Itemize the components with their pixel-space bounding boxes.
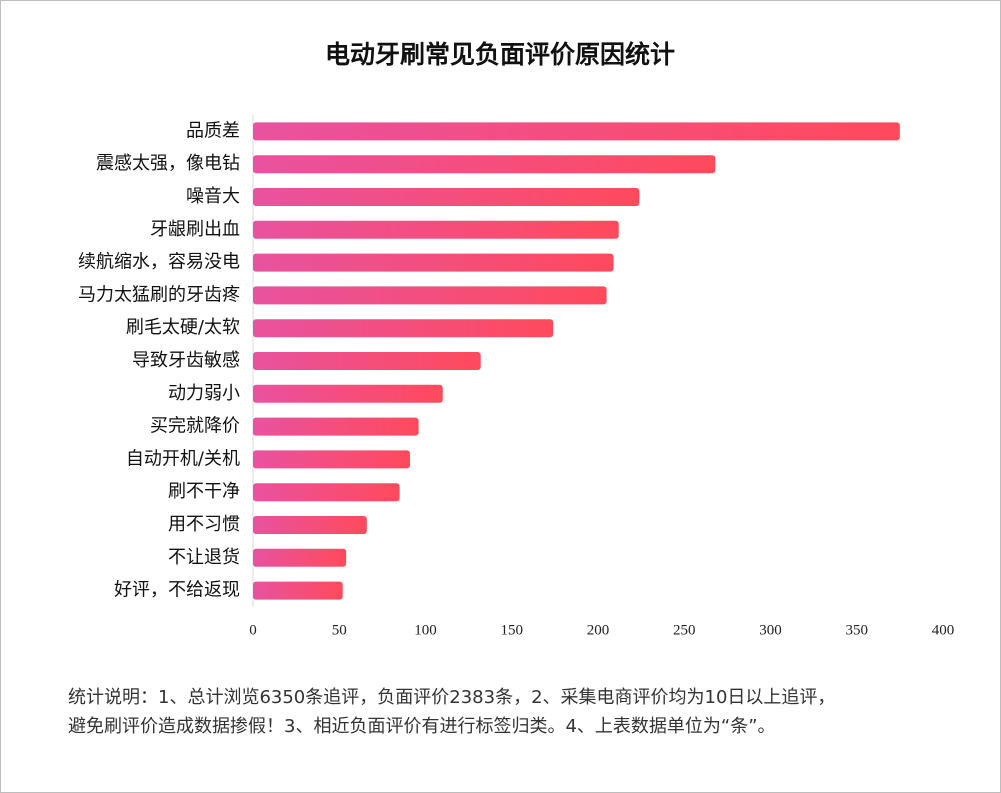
bar — [253, 417, 419, 436]
bar — [253, 581, 343, 600]
note: 统计说明：1、总计浏览6350条追评，负面评价2383条，2、采集电商评价均为1… — [68, 687, 835, 708]
x-tick-label: 300 — [759, 622, 782, 638]
y-tick-label: 用不习惯 — [168, 514, 240, 535]
bar — [253, 516, 367, 534]
bar — [253, 352, 481, 370]
chart-title: 电动牙刷常见负面评价原因统计 — [325, 40, 675, 69]
bar — [253, 253, 614, 272]
y-tick-label: 刷毛太硬/太软 — [126, 317, 240, 338]
bar — [253, 319, 554, 338]
y-tick-label: 动力弱小 — [168, 383, 240, 404]
y-tick-label: 导致牙齿敏感 — [132, 350, 240, 371]
x-tick-label: 200 — [587, 622, 610, 638]
bar — [253, 188, 640, 206]
y-tick-label: 品质差 — [186, 120, 240, 141]
note: 避免刷评价造成数据掺假！3、相近负面评价有进行标签归类。4、上表数据单位为“条”… — [68, 716, 776, 737]
x-tick-label: 350 — [846, 622, 869, 638]
bar — [253, 450, 410, 469]
bar — [253, 483, 400, 502]
bar — [253, 155, 716, 174]
y-tick-label: 好评，不给返现 — [114, 580, 240, 601]
y-tick-label: 续航缩水，容易没电 — [78, 252, 240, 273]
y-tick-label: 不让退货 — [168, 547, 240, 568]
bar — [253, 384, 443, 403]
y-tick-label: 刷不干净 — [168, 481, 240, 502]
y-tick-label: 牙龈刷出血 — [150, 219, 240, 240]
x-tick-label: 150 — [501, 622, 524, 638]
y-tick-label: 买完就降价 — [150, 416, 240, 437]
x-tick-label: 250 — [673, 622, 696, 638]
y-tick-label: 震感太强，像电钻 — [96, 153, 240, 174]
bar — [253, 548, 347, 567]
x-tick-label: 400 — [932, 622, 955, 638]
x-tick-label: 50 — [332, 622, 347, 638]
x-tick-label: 0 — [249, 622, 257, 638]
bar — [253, 220, 619, 239]
y-tick-label: 马力太猛刷的牙齿疼 — [78, 284, 240, 305]
y-tick-label: 自动开机/关机 — [126, 448, 240, 469]
bar — [253, 122, 900, 141]
y-tick-label: 噪音大 — [186, 186, 240, 207]
bar — [253, 286, 607, 305]
x-tick-label: 100 — [414, 622, 437, 638]
